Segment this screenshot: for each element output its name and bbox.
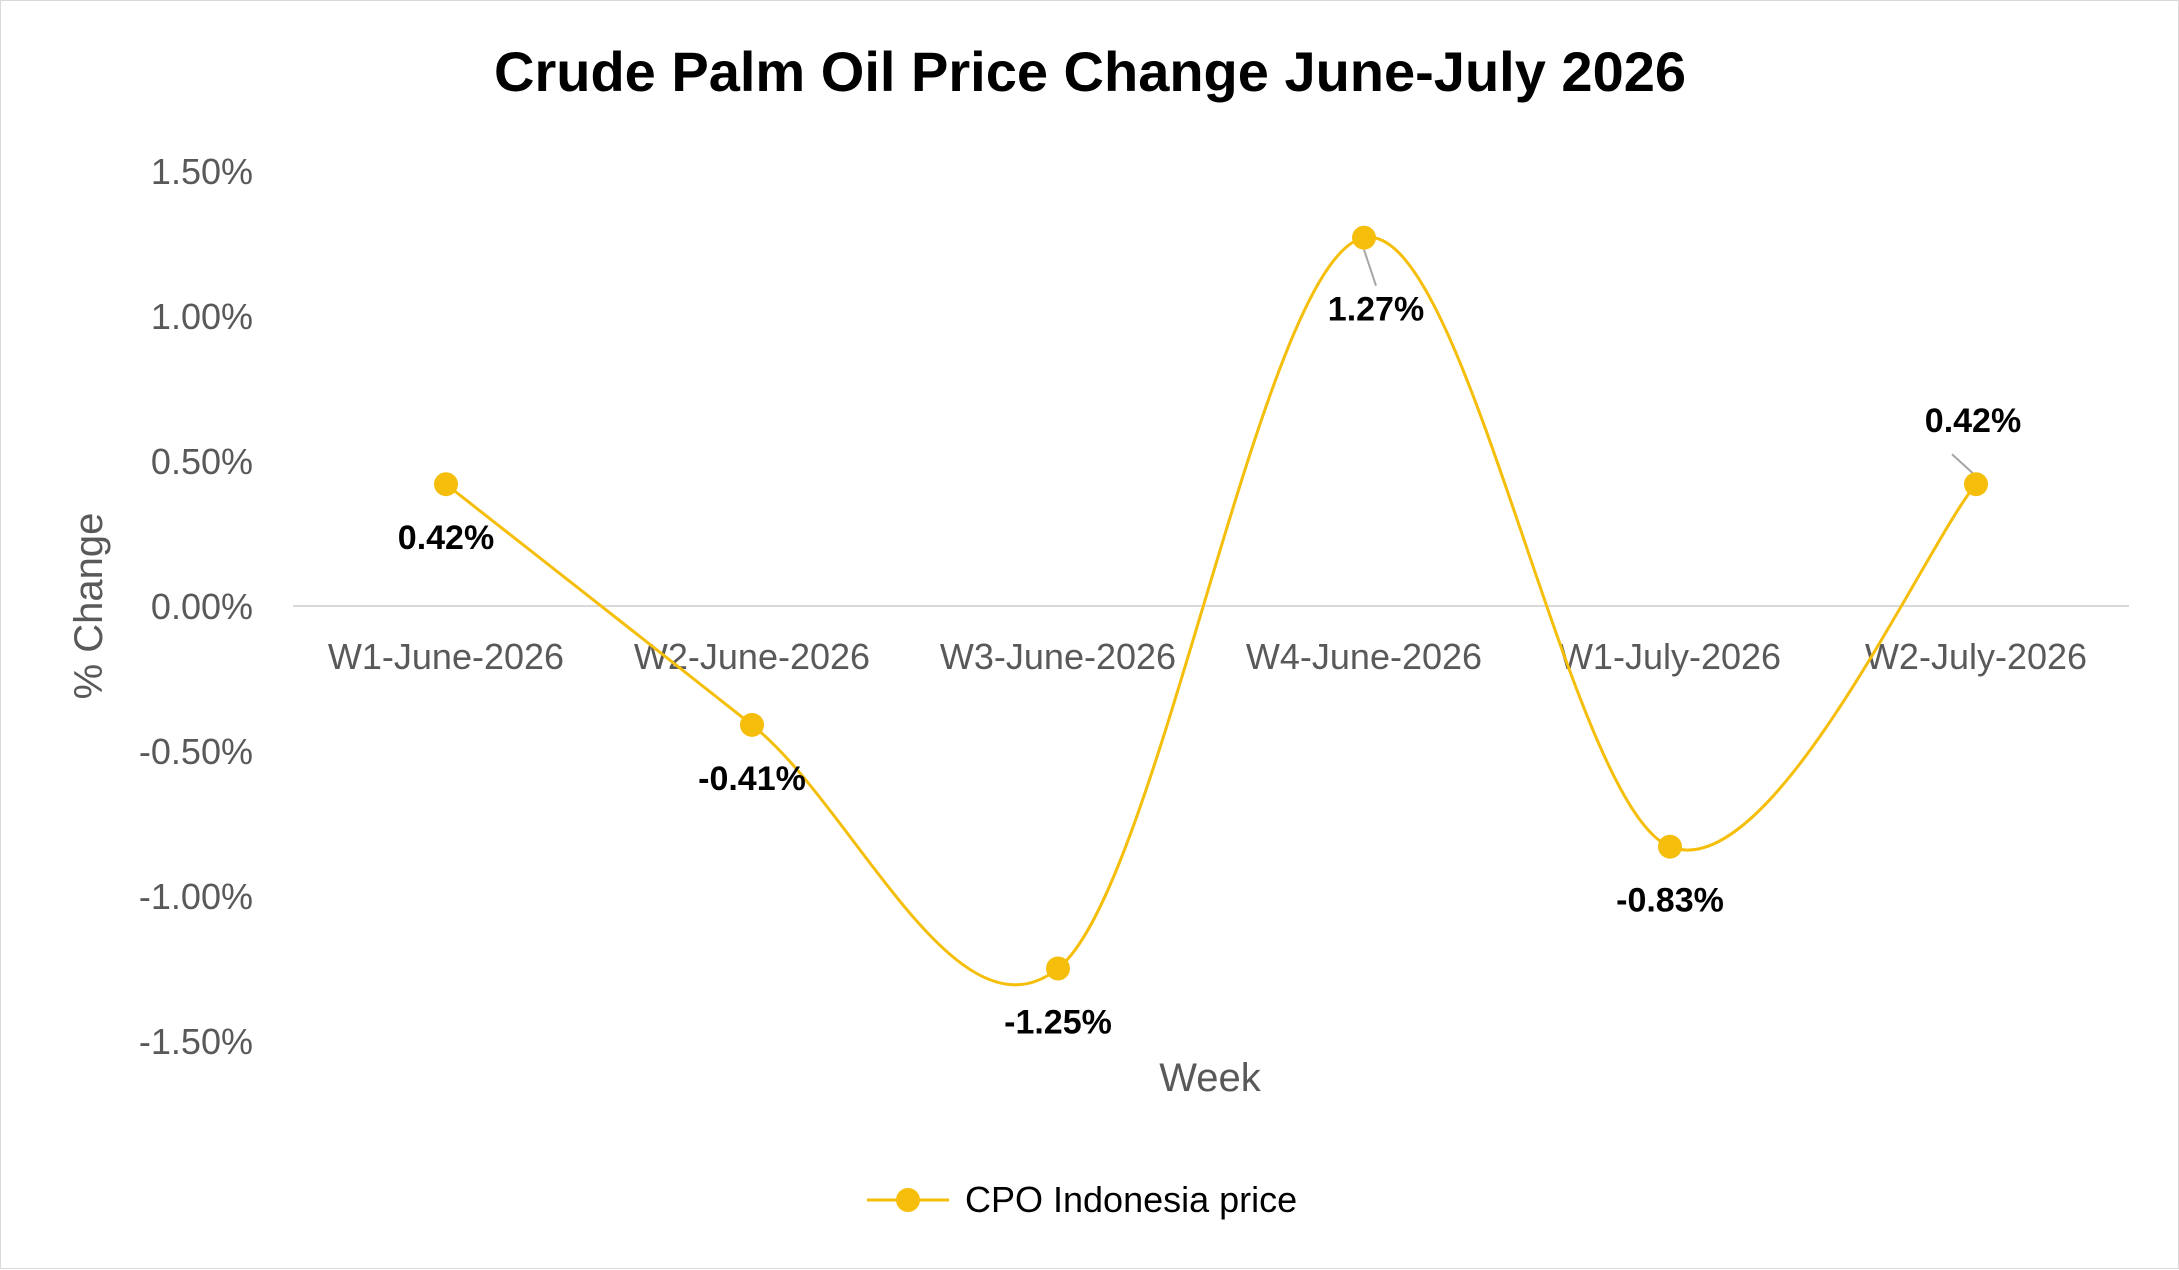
chart-title: Crude Palm Oil Price Change June-July 20… (494, 40, 1686, 103)
data-label: 1.27% (1328, 291, 1424, 329)
data-label: -0.83% (1616, 882, 1724, 920)
x-tick-label: W4-June-2026 (1246, 636, 1482, 677)
y-tick-label: 0.50% (151, 441, 253, 482)
data-point-marker (1046, 956, 1070, 981)
data-label-leader-line (1363, 249, 1377, 287)
series-line-cpo-indonesia-price (445, 236, 1978, 987)
data-point-marker (1964, 472, 1988, 497)
y-tick-label: 1.00% (151, 296, 253, 337)
data-label: 0.42% (398, 519, 494, 557)
data-point-marker (740, 712, 764, 737)
y-tick-label: 0.00% (151, 586, 253, 627)
data-point-marker (434, 472, 458, 497)
x-axis-title: Week (1159, 1056, 1262, 1100)
data-label-leader-lines (1363, 249, 1975, 475)
x-tick-label: W1-June-2026 (328, 636, 564, 677)
data-labels: 0.42% -0.41% -1.25% 1.27% -0.83% 0.42% (398, 291, 2021, 1042)
x-tick-label: W2-June-2026 (634, 636, 870, 677)
y-axis-title: % Change (67, 513, 111, 700)
series-markers (434, 225, 1988, 981)
data-label-leader-line (1951, 453, 1975, 475)
data-label: 0.42% (1925, 402, 2021, 440)
y-tick-label: -1.00% (139, 876, 253, 917)
x-tick-label: W1-July-2026 (1559, 636, 1781, 677)
legend-marker-swatch (896, 1188, 920, 1212)
data-label: -0.41% (698, 760, 806, 798)
legend: CPO Indonesia price (867, 1179, 1297, 1220)
x-axis-ticks: W1-June-2026 W2-June-2026 W3-June-2026 W4-J… (328, 636, 2087, 677)
y-tick-label: -0.50% (139, 731, 253, 772)
legend-label: CPO Indonesia price (965, 1179, 1297, 1220)
x-tick-label: W3-June-2026 (940, 636, 1176, 677)
y-tick-label: -1.50% (139, 1021, 253, 1062)
data-label: -1.25% (1004, 1004, 1112, 1042)
data-point-marker (1352, 225, 1376, 250)
y-tick-label: 1.50% (151, 151, 253, 192)
data-point-marker (1658, 834, 1682, 859)
y-axis-ticks: 1.50% 1.00% 0.50% 0.00% -0.50% -1.00% -1.50% (139, 151, 253, 1062)
x-tick-label: W2-July-2026 (1865, 636, 2087, 677)
